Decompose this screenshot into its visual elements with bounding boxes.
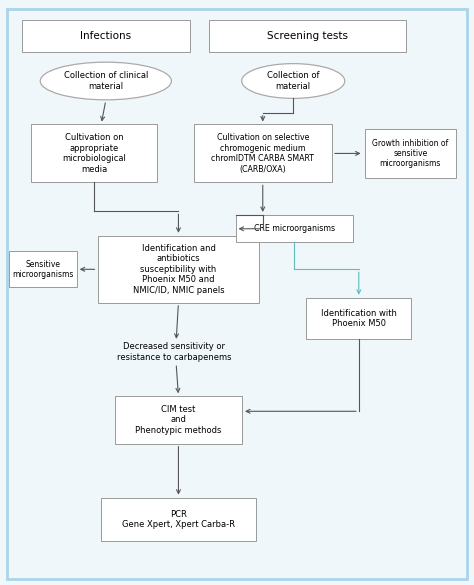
Text: PCR
Gene Xpert, Xpert Carba-R: PCR Gene Xpert, Xpert Carba-R xyxy=(122,510,235,529)
Ellipse shape xyxy=(40,62,172,100)
FancyBboxPatch shape xyxy=(236,215,353,242)
Text: Infections: Infections xyxy=(80,32,131,42)
Text: CIM test
and
Phenotypic methods: CIM test and Phenotypic methods xyxy=(135,405,222,435)
Text: Identification and
antibiotics
susceptibility with
Phoenix M50 and
NMIC/ID, NMIC: Identification and antibiotics susceptib… xyxy=(133,244,224,295)
Text: Cultivation on
appropriate
microbiological
media: Cultivation on appropriate microbiologic… xyxy=(62,133,126,174)
Text: Collection of clinical
material: Collection of clinical material xyxy=(64,71,148,91)
FancyBboxPatch shape xyxy=(306,298,411,339)
Text: Growth inhibition of
sensitive
microorganisms: Growth inhibition of sensitive microorga… xyxy=(372,139,448,168)
FancyBboxPatch shape xyxy=(21,20,190,52)
FancyBboxPatch shape xyxy=(98,236,259,302)
Ellipse shape xyxy=(242,64,345,98)
Text: Sensitive
microorganisms: Sensitive microorganisms xyxy=(12,260,73,279)
FancyBboxPatch shape xyxy=(8,9,466,579)
Text: Cultivation on selective
chromogenic medium
chromIDTM CARBA SMART
(CARB/OXA): Cultivation on selective chromogenic med… xyxy=(211,133,314,174)
Text: CRE microorganisms: CRE microorganisms xyxy=(254,224,335,233)
Text: Screening tests: Screening tests xyxy=(267,32,348,42)
Text: Identification with
Phoenix M50: Identification with Phoenix M50 xyxy=(321,309,397,328)
FancyBboxPatch shape xyxy=(115,396,242,444)
FancyBboxPatch shape xyxy=(31,125,157,183)
FancyBboxPatch shape xyxy=(194,125,332,183)
FancyBboxPatch shape xyxy=(209,20,406,52)
FancyBboxPatch shape xyxy=(101,498,256,541)
Text: Collection of
material: Collection of material xyxy=(267,71,319,91)
FancyBboxPatch shape xyxy=(9,252,77,287)
Text: Decreased sensitivity or
resistance to carbapenems: Decreased sensitivity or resistance to c… xyxy=(117,342,231,362)
FancyBboxPatch shape xyxy=(365,129,456,178)
